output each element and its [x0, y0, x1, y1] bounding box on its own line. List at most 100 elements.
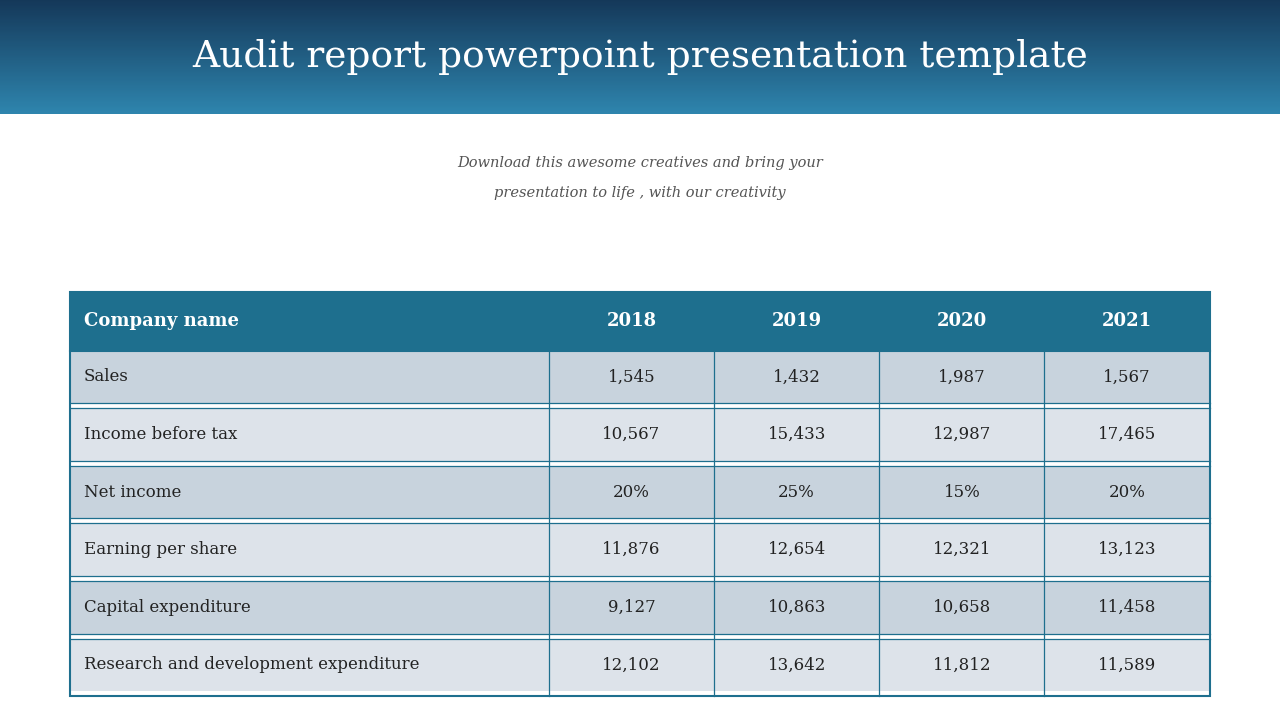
Text: 2021: 2021	[1102, 312, 1152, 330]
Bar	[70, 639, 1210, 691]
Bar	[0, 104, 1280, 106]
Bar	[0, 80, 1280, 82]
Bar	[0, 17, 1280, 19]
Bar	[0, 93, 1280, 94]
Bar	[0, 37, 1280, 39]
Bar	[0, 50, 1280, 51]
Bar	[0, 27, 1280, 29]
Bar	[0, 112, 1280, 114]
Bar	[0, 54, 1280, 55]
Bar	[0, 86, 1280, 88]
Text: 10,567: 10,567	[603, 426, 660, 443]
Bar	[0, 66, 1280, 68]
Text: presentation to life , with our creativity: presentation to life , with our creativi…	[494, 186, 786, 200]
Bar	[0, 17, 1280, 18]
Bar	[70, 466, 1210, 518]
Text: 20%: 20%	[613, 484, 650, 500]
Bar	[0, 107, 1280, 108]
Bar	[0, 12, 1280, 14]
Bar	[0, 74, 1280, 76]
Text: 15,433: 15,433	[768, 426, 826, 443]
Bar	[0, 15, 1280, 17]
Bar	[0, 9, 1280, 10]
Bar	[0, 70, 1280, 72]
Bar	[0, 64, 1280, 66]
Bar	[0, 82, 1280, 84]
Text: 12,321: 12,321	[933, 541, 991, 558]
Bar	[0, 27, 1280, 30]
Text: 1,987: 1,987	[938, 369, 986, 385]
Bar	[0, 24, 1280, 26]
Text: Audit report powerpoint presentation template: Audit report powerpoint presentation tem…	[192, 39, 1088, 75]
Text: 20%: 20%	[1108, 484, 1146, 500]
Text: 2020: 2020	[937, 312, 987, 330]
Bar	[0, 111, 1280, 112]
Bar	[0, 97, 1280, 99]
Bar	[0, 14, 1280, 16]
Bar	[0, 11, 1280, 12]
Bar	[0, 91, 1280, 94]
Text: 11,589: 11,589	[1098, 657, 1156, 673]
Bar	[70, 581, 1210, 634]
Text: Income before tax: Income before tax	[84, 426, 238, 443]
Text: 1,545: 1,545	[608, 369, 655, 385]
Bar	[70, 408, 1210, 461]
Bar	[0, 81, 1280, 83]
Bar	[0, 63, 1280, 65]
Bar	[0, 109, 1280, 110]
Text: 11,458: 11,458	[1098, 599, 1156, 616]
Bar	[0, 32, 1280, 34]
Text: 11,876: 11,876	[603, 541, 660, 558]
Bar	[70, 292, 1210, 696]
Bar	[0, 73, 1280, 75]
Bar	[0, 99, 1280, 102]
Text: 12,987: 12,987	[933, 426, 991, 443]
Bar	[0, 62, 1280, 63]
Bar	[0, 55, 1280, 57]
Bar	[0, 48, 1280, 50]
Bar	[0, 7, 1280, 9]
Bar	[0, 0, 1280, 1]
Bar	[70, 523, 1210, 576]
Bar	[0, 71, 1280, 73]
Bar	[0, 35, 1280, 37]
Text: 2018: 2018	[607, 312, 657, 330]
Text: 12,654: 12,654	[768, 541, 826, 558]
Bar	[0, 19, 1280, 22]
Bar	[0, 76, 1280, 77]
Bar	[0, 87, 1280, 89]
Bar	[0, 23, 1280, 25]
Bar	[0, 41, 1280, 43]
Bar	[0, 78, 1280, 80]
Bar	[0, 60, 1280, 61]
Bar	[0, 9, 1280, 12]
Bar	[0, 22, 1280, 24]
Bar	[0, 68, 1280, 71]
Bar	[0, 39, 1280, 41]
Text: Capital expenditure: Capital expenditure	[84, 599, 251, 616]
Text: 17,465: 17,465	[1098, 426, 1156, 443]
Bar	[0, 89, 1280, 91]
Bar	[0, 60, 1280, 63]
Bar	[0, 85, 1280, 86]
Text: 13,642: 13,642	[768, 657, 826, 673]
Bar	[0, 52, 1280, 53]
Text: Earning per share: Earning per share	[84, 541, 237, 558]
Bar	[70, 351, 1210, 403]
Bar	[0, 6, 1280, 8]
Bar	[0, 46, 1280, 48]
Bar	[0, 3, 1280, 4]
Bar	[0, 53, 1280, 55]
Bar	[0, 29, 1280, 31]
Text: 15%: 15%	[943, 484, 980, 500]
Bar	[0, 79, 1280, 81]
Bar	[0, 5, 1280, 6]
Text: Sales: Sales	[84, 369, 129, 385]
Text: Research and development expenditure: Research and development expenditure	[84, 657, 420, 673]
Bar	[0, 47, 1280, 49]
Bar	[0, 109, 1280, 112]
Text: 10,658: 10,658	[933, 599, 991, 616]
Bar	[0, 68, 1280, 69]
Bar	[0, 33, 1280, 35]
Bar	[0, 58, 1280, 59]
